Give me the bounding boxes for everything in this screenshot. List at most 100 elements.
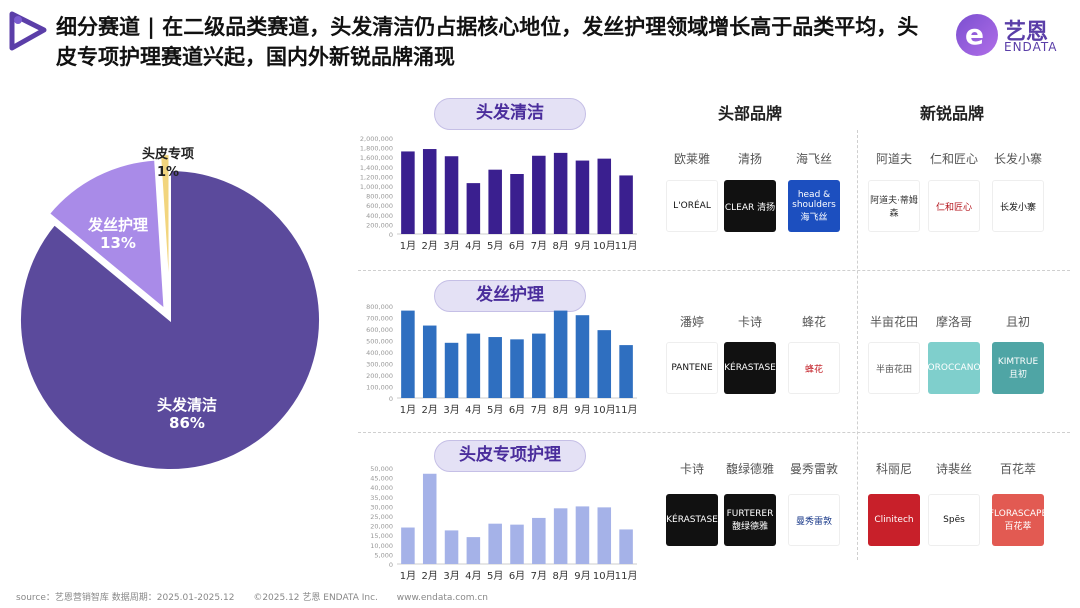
- bar-11月: [619, 345, 633, 398]
- pie-slice-1: [47, 158, 166, 312]
- x-tick-label: 8月: [552, 404, 568, 416]
- bar-7月: [532, 517, 546, 564]
- brand-name: 蜂花: [801, 315, 826, 329]
- brand-logo-image: head & shoulders 海飞丝: [788, 180, 840, 232]
- y-tick-label: 700,000: [366, 315, 393, 323]
- x-tick-label: 9月: [574, 404, 590, 416]
- x-tick-label: 4月: [465, 240, 481, 252]
- brand-logo-image: 蜂花: [788, 342, 840, 394]
- bar-1月: [401, 151, 415, 234]
- x-tick-label: 11月: [615, 240, 638, 252]
- y-tick-label: 600,000: [366, 202, 393, 210]
- brand-name: 潘婷: [679, 315, 704, 329]
- brand-logo-image: FURTERER 馥绿德雅: [724, 494, 776, 546]
- y-tick-label: 400,000: [366, 349, 393, 357]
- brand-name: 诗裴丝: [935, 462, 972, 476]
- brand-name: 清扬: [737, 152, 762, 166]
- pie-label-scalp-name: 头皮专项: [141, 147, 194, 162]
- bar-2月: [422, 473, 437, 564]
- bar-4月: [466, 183, 481, 234]
- y-tick-label: 0: [389, 231, 393, 239]
- bar-3月: [444, 156, 459, 234]
- brand-name: 半亩花田: [869, 315, 918, 329]
- x-tick-label: 10月: [593, 570, 616, 582]
- bar-2月: [422, 149, 437, 234]
- bar-11月: [619, 175, 633, 234]
- pie-slice-0: [20, 168, 321, 471]
- bar-1月: [401, 527, 415, 564]
- section-pill-hair-cleaning: 头发清洁: [434, 98, 586, 130]
- y-tick-label: 15,000: [370, 532, 393, 540]
- pie-label-strand-value: 13%: [100, 234, 136, 252]
- y-tick-label: 0: [389, 561, 393, 569]
- x-tick-label: 6月: [509, 404, 525, 416]
- brand-logo-image: Clinitech: [868, 494, 920, 546]
- y-tick-label: 35,000: [370, 494, 393, 502]
- x-tick-label: 5月: [487, 404, 503, 416]
- bar-6月: [510, 339, 524, 398]
- x-tick-label: 3月: [443, 570, 459, 582]
- brand-logo-image: 仁和匠心: [928, 180, 980, 232]
- x-tick-label: 1月: [400, 240, 416, 252]
- bar-2月: [422, 325, 437, 398]
- footer-website: www.endata.com.cn: [396, 593, 488, 603]
- y-tick-label: 45,000: [370, 475, 393, 483]
- y-tick-label: 500,000: [366, 338, 393, 346]
- endata-logo-icon: e: [956, 14, 998, 56]
- brand-logo-image: 曼秀雷敦: [788, 494, 840, 546]
- footer: source：艺恩营销智库 数据周期：2025.01-2025.12 ©2025…: [16, 590, 504, 603]
- brand-name: 阿道夫: [875, 152, 912, 166]
- brand-logo-image: KÉRASTASE: [666, 494, 718, 546]
- brand-logo-image: CLEAR 清扬: [724, 180, 776, 232]
- brand-logo-image: MOROCCANOIL: [928, 342, 980, 394]
- x-tick-label: 2月: [422, 240, 438, 252]
- pie-label-cleaning: 头发清洁 86%: [142, 396, 232, 432]
- y-tick-label: 30,000: [370, 503, 393, 511]
- y-tick-label: 1,600,000: [360, 154, 393, 162]
- x-tick-label: 3月: [443, 404, 459, 416]
- x-tick-label: 6月: [509, 570, 525, 582]
- y-tick-label: 800,000: [366, 303, 393, 311]
- x-tick-label: 1月: [400, 570, 416, 582]
- brand-name: 百花萃: [999, 462, 1036, 476]
- bar-11月: [619, 529, 633, 564]
- footer-source: source：艺恩营销智库 数据周期：2025.01-2025.12: [16, 593, 235, 603]
- x-tick-label: 4月: [465, 570, 481, 582]
- bar-8月: [553, 152, 568, 234]
- bar-3月: [444, 530, 459, 564]
- x-tick-label: 8月: [552, 240, 568, 252]
- y-tick-label: 400,000: [366, 212, 393, 220]
- y-tick-label: 1,800,000: [360, 145, 393, 153]
- brand-column-divider: [857, 130, 858, 560]
- bar-5月: [488, 523, 502, 564]
- logo-triangle-icon: [9, 11, 47, 51]
- y-tick-label: 300,000: [366, 361, 393, 369]
- logo-cn-text: 艺恩: [1004, 20, 1049, 45]
- x-tick-label: 9月: [574, 240, 590, 252]
- bar-10月: [597, 158, 612, 234]
- x-tick-label: 11月: [615, 570, 638, 582]
- brand-logo-image: 半亩花田: [868, 342, 920, 394]
- x-tick-label: 7月: [531, 404, 547, 416]
- x-tick-label: 6月: [509, 240, 525, 252]
- bar-5月: [488, 169, 502, 234]
- x-tick-label: 10月: [593, 404, 616, 416]
- x-tick-label: 7月: [531, 570, 547, 582]
- x-tick-label: 8月: [552, 570, 568, 582]
- pie-label-strand: 发丝护理 13%: [78, 216, 158, 252]
- bar-6月: [510, 174, 524, 234]
- brand-name: 仁和匠心: [929, 152, 978, 166]
- brand-logo-image: 长发小寨: [992, 180, 1044, 232]
- bar-4月: [466, 537, 481, 564]
- bar-10月: [597, 330, 612, 398]
- y-tick-label: 2,000,000: [360, 135, 393, 143]
- y-tick-label: 200,000: [366, 221, 393, 229]
- y-tick-label: 20,000: [370, 523, 393, 531]
- y-tick-label: 200,000: [366, 372, 393, 380]
- section-divider-1: [358, 270, 1070, 271]
- bar-1月: [401, 310, 415, 398]
- x-tick-label: 10月: [593, 240, 616, 252]
- brand-logo-image: PANTENE: [666, 342, 718, 394]
